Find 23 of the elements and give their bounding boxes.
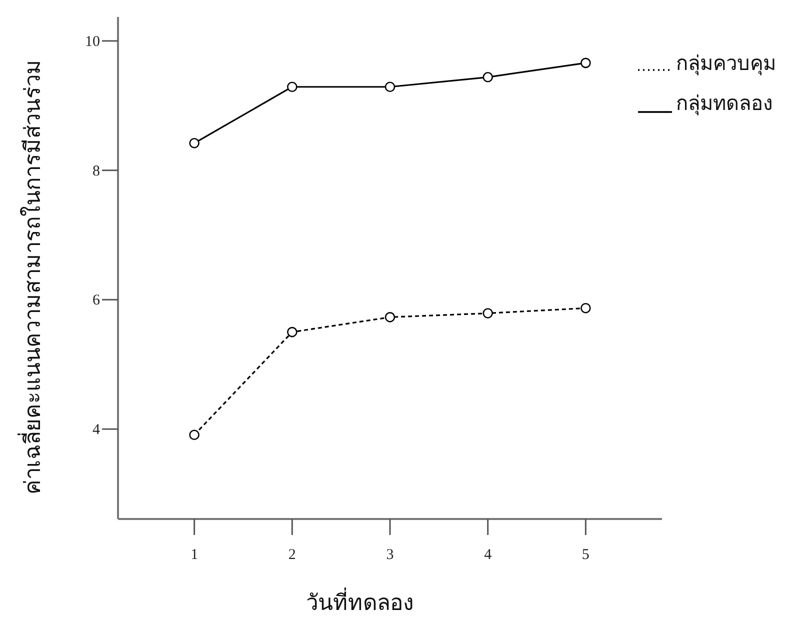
point xyxy=(189,138,200,148)
point xyxy=(482,72,493,82)
point xyxy=(384,312,396,322)
x-tick-label: 4 xyxy=(484,547,492,563)
y-axis-title: ค่าเฉลี่ยคะแนนความสามารถในการมีส่วนร่วม xyxy=(17,60,46,494)
x-tick-label: 3 xyxy=(386,547,394,563)
y-tick-label: 10 xyxy=(85,34,100,50)
y-tick-label: 6 xyxy=(92,292,100,309)
point xyxy=(384,82,396,92)
point xyxy=(580,58,591,68)
legend-label: กลุ่มทดลอง xyxy=(676,91,773,116)
point xyxy=(287,82,298,92)
point xyxy=(482,308,493,318)
x-axis-title: วันที่ทดลอง xyxy=(306,587,414,616)
x-tick-label: 5 xyxy=(582,547,590,563)
x-tick-label: 1 xyxy=(190,547,198,563)
point xyxy=(189,430,200,440)
point xyxy=(580,302,591,314)
x-tick-label: 2 xyxy=(288,547,296,563)
legend-label: กลุ่มควบคุม xyxy=(676,51,776,76)
y-tick-label: 4 xyxy=(92,422,100,438)
y-tick-label: 8 xyxy=(92,163,100,180)
point xyxy=(287,326,298,338)
